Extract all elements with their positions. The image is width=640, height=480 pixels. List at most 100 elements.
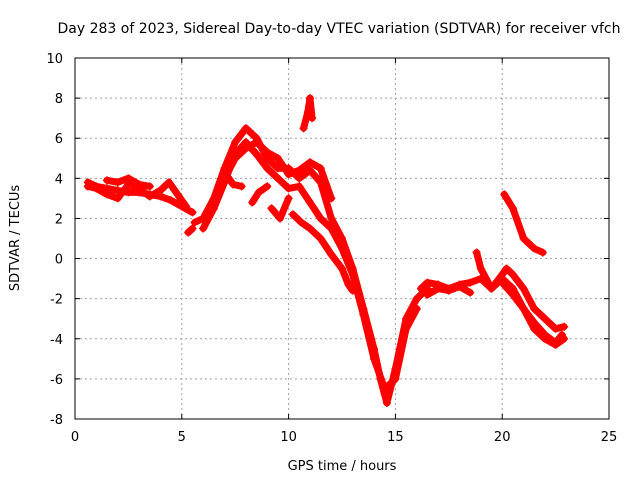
data-point <box>182 202 191 211</box>
data-point <box>502 264 511 273</box>
series-line <box>191 124 431 407</box>
data-point <box>237 182 246 191</box>
data-point <box>145 182 154 191</box>
series-track-j <box>267 194 293 223</box>
data-point <box>167 196 176 205</box>
data-point <box>540 334 549 343</box>
series-track-p <box>498 278 569 349</box>
series-line <box>498 279 568 349</box>
y-tick-label: 2 <box>55 212 63 227</box>
y-tick-label: 10 <box>46 52 63 67</box>
data-point <box>370 354 379 363</box>
data-point <box>284 170 293 179</box>
data-point <box>380 384 389 393</box>
data-point <box>344 280 353 289</box>
data-point <box>423 278 432 287</box>
data-point <box>434 284 443 293</box>
y-tick-label: 0 <box>55 253 63 268</box>
data-point <box>83 182 92 191</box>
series-track-d <box>184 224 197 237</box>
data-point <box>113 194 122 203</box>
data-point <box>423 290 432 299</box>
data-point <box>288 210 297 219</box>
data-point <box>472 248 481 257</box>
data-point <box>338 244 346 253</box>
data-point <box>284 184 293 193</box>
x-tick-label: 10 <box>280 430 297 445</box>
data-point <box>303 108 312 117</box>
data-point <box>305 94 314 103</box>
data-point <box>538 248 547 257</box>
data-point <box>560 334 569 343</box>
data-point <box>551 324 560 333</box>
data-point <box>316 164 325 173</box>
data-point <box>248 198 257 207</box>
data-point <box>487 284 496 293</box>
data-point <box>190 218 199 227</box>
y-tick-label: -4 <box>50 333 63 348</box>
data-point <box>412 294 421 303</box>
data-point <box>327 250 336 259</box>
data-point <box>466 288 475 297</box>
data-point <box>551 340 560 349</box>
data-point <box>316 214 325 223</box>
data-point <box>252 150 261 159</box>
ticks: 0 5 10 15 20 25 -8 -6 -4 -2 0 2 4 6 8 10 <box>46 52 617 445</box>
series-layer <box>83 94 569 407</box>
data-point <box>173 190 182 199</box>
data-point <box>412 304 421 313</box>
series-track-f <box>199 138 421 393</box>
series-track-l <box>299 94 317 133</box>
data-point <box>297 218 306 227</box>
x-tick-label: 15 <box>387 430 404 445</box>
data-point <box>188 208 197 217</box>
series-track-h <box>220 168 246 191</box>
data-point <box>498 278 507 287</box>
data-point <box>103 176 112 185</box>
series-track-i <box>248 182 272 207</box>
series-track-c <box>103 174 154 191</box>
y-tick-label: -8 <box>50 413 63 428</box>
grid <box>75 58 609 419</box>
data-point <box>284 194 293 203</box>
data-point <box>124 174 133 183</box>
data-point <box>305 224 314 233</box>
plot-frame <box>74 57 610 420</box>
data-point <box>519 234 528 243</box>
data-point <box>295 166 304 175</box>
x-axis-label: GPS time / hours <box>288 459 397 474</box>
data-point <box>327 224 336 233</box>
data-point <box>417 284 426 293</box>
data-point <box>348 270 357 279</box>
data-point <box>508 204 517 213</box>
data-point <box>220 168 229 177</box>
data-point <box>295 182 304 191</box>
x-tick-label: 25 <box>601 430 618 445</box>
data-point <box>263 164 272 173</box>
data-point <box>299 124 308 133</box>
data-point <box>103 190 112 199</box>
data-point <box>276 214 285 223</box>
chart-title: Day 283 of 2023, Sidereal Day-to-day VTE… <box>57 21 620 37</box>
data-point <box>508 270 517 279</box>
data-point <box>455 282 464 291</box>
data-point <box>391 374 400 383</box>
series-line <box>199 138 421 393</box>
data-point <box>530 324 539 333</box>
data-point <box>500 190 509 199</box>
series-track-g <box>220 138 336 203</box>
data-point <box>466 278 475 287</box>
data-point <box>199 224 208 233</box>
data-point <box>327 214 336 223</box>
data-point <box>184 228 193 237</box>
data-point <box>305 198 314 207</box>
data-point <box>273 174 282 183</box>
data-point <box>444 286 453 295</box>
data-point <box>348 286 357 295</box>
data-point <box>273 154 282 163</box>
data-point <box>308 114 317 123</box>
y-tick-label: 8 <box>55 92 63 107</box>
data-point <box>519 284 528 293</box>
data-point <box>241 144 250 153</box>
